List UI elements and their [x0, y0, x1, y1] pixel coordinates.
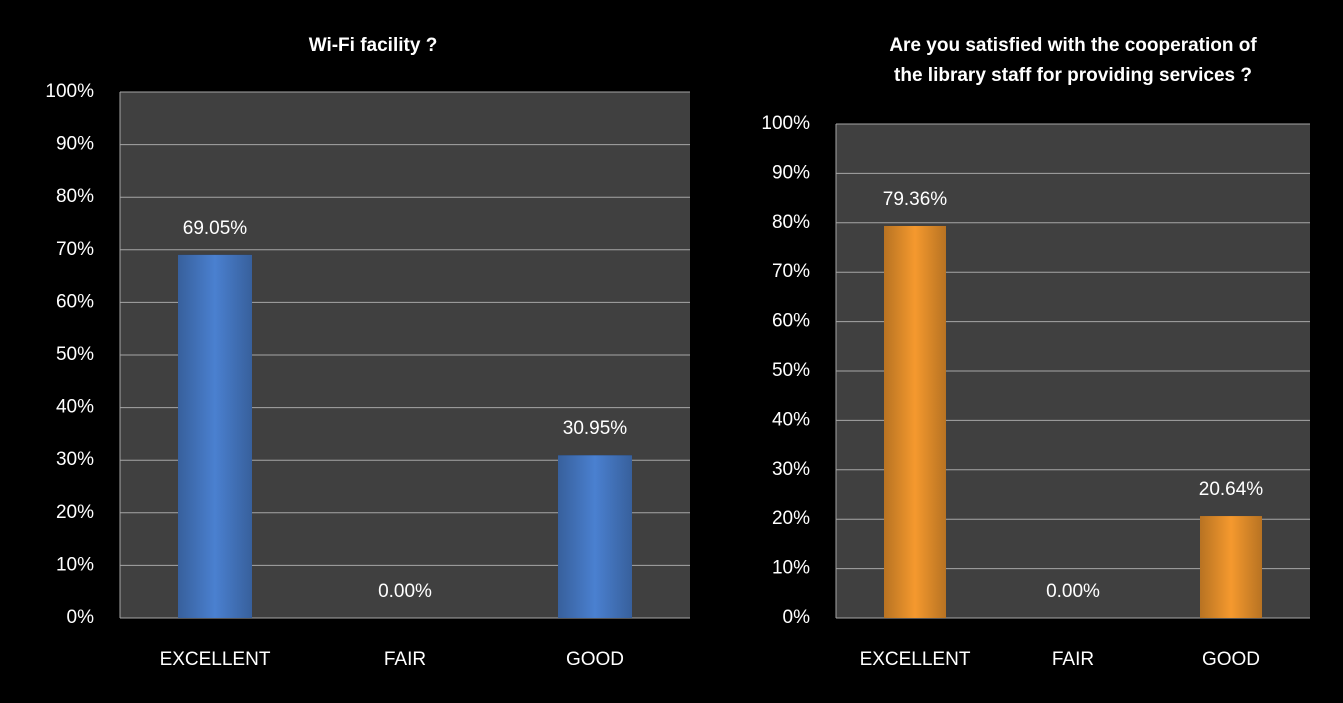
- chart-title: Wi-Fi facility ?: [309, 35, 438, 56]
- chart-title: the library staff for providing services…: [894, 65, 1252, 86]
- y-tick-label: 20%: [56, 502, 94, 523]
- x-tick-label: GOOD: [1202, 649, 1260, 670]
- y-tick-label: 10%: [56, 554, 94, 575]
- value-label: 0.00%: [1046, 581, 1100, 602]
- y-tick-label: 50%: [56, 344, 94, 365]
- x-tick-label: GOOD: [566, 649, 624, 670]
- y-tick-label: 70%: [772, 261, 810, 282]
- value-label: 69.05%: [183, 218, 248, 239]
- y-tick-label: 30%: [772, 459, 810, 480]
- y-tick-label: 90%: [772, 162, 810, 183]
- x-tick-label: EXCELLENT: [860, 649, 971, 670]
- y-tick-label: 60%: [56, 291, 94, 312]
- y-tick-label: 30%: [56, 449, 94, 470]
- y-tick-label: 70%: [56, 239, 94, 260]
- x-tick-label: FAIR: [384, 649, 426, 670]
- y-tick-label: 40%: [56, 397, 94, 418]
- bar: [1200, 516, 1262, 618]
- bar: [178, 254, 252, 618]
- value-label: 79.36%: [883, 189, 948, 210]
- y-tick-label: 20%: [772, 508, 810, 529]
- bar: [558, 455, 632, 618]
- y-tick-label: 40%: [772, 409, 810, 430]
- y-tick-label: 90%: [56, 134, 94, 155]
- y-tick-label: 10%: [772, 558, 810, 579]
- value-label: 0.00%: [378, 581, 432, 602]
- bar: [884, 225, 946, 618]
- y-tick-label: 80%: [56, 186, 94, 207]
- y-tick-label: 100%: [45, 81, 94, 102]
- value-label: 30.95%: [563, 418, 628, 439]
- y-tick-label: 50%: [772, 360, 810, 381]
- y-tick-label: 60%: [772, 311, 810, 332]
- value-label: 20.64%: [1199, 479, 1264, 500]
- chart-title: Are you satisfied with the cooperation o…: [889, 35, 1257, 56]
- x-tick-label: FAIR: [1052, 649, 1094, 670]
- y-tick-label: 100%: [761, 113, 810, 134]
- x-tick-label: EXCELLENT: [160, 649, 271, 670]
- y-tick-label: 0%: [783, 607, 811, 628]
- y-tick-label: 80%: [772, 212, 810, 233]
- y-tick-label: 0%: [67, 607, 95, 628]
